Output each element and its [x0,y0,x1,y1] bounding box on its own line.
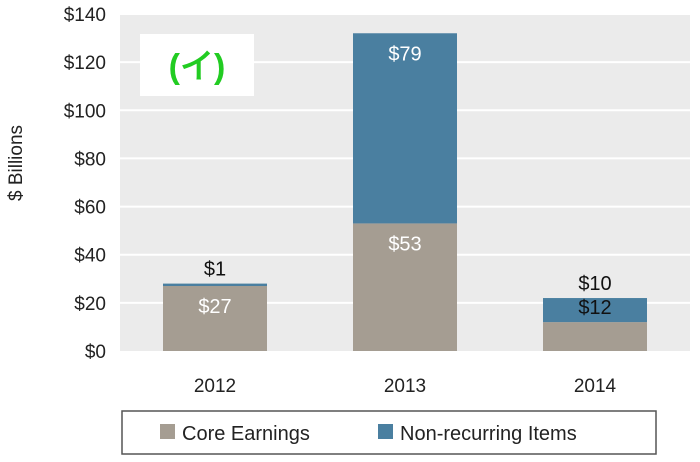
x-tick-label: 2013 [384,376,426,397]
bar-non-recurring-items-2014 [543,298,647,323]
legend-label-non-recurring-items: Non-recurring Items [400,423,577,445]
data-label: $53 [388,233,421,255]
x-axis-ticks: 2012 2013 2014 [194,376,617,397]
legend-swatch-core-earnings [160,424,175,439]
y-tick-label: $60 [74,198,106,219]
bar-labels: $27 $1 $53 $79 $12$10 [198,43,611,319]
y-tick-label: $80 [74,149,106,170]
x-tick-label: 2014 [574,376,617,397]
legend-label-core-earnings: Core Earnings [182,423,310,445]
y-tick-label: $0 [85,342,106,363]
data-label: $10 [578,273,611,295]
y-tick-label: $40 [74,246,106,267]
x-tick-label: 2012 [194,376,236,397]
bar-core-earnings-2013 [353,223,457,351]
y-tick-label: $140 [64,5,106,26]
badge-text: (イ) [169,48,226,86]
bars [163,33,647,351]
y-tick-label: $120 [64,53,106,74]
y-tick-label: $20 [74,294,106,315]
legend-swatch-non-recurring-items [378,424,393,439]
badge: (イ) [140,34,254,96]
bar-non-recurring-items-2012 [163,283,267,287]
bar-core-earnings-2014 [543,322,647,351]
legend: Core Earnings Non-recurring Items [121,410,657,455]
data-label: $1 [204,259,226,281]
y-axis-label: $ Billions [6,125,27,201]
data-label: $12 [578,297,611,319]
y-tick-label: $100 [64,101,106,122]
bar-non-recurring-items-2013 [353,33,457,224]
bar-core-earnings-2012 [163,286,267,351]
y-axis-ticks: $0 $20 $40 $60 $80 $100 $120 $140 [64,5,106,363]
data-label: $79 [388,43,421,65]
data-label: $27 [198,296,231,318]
badge-background [140,34,254,96]
